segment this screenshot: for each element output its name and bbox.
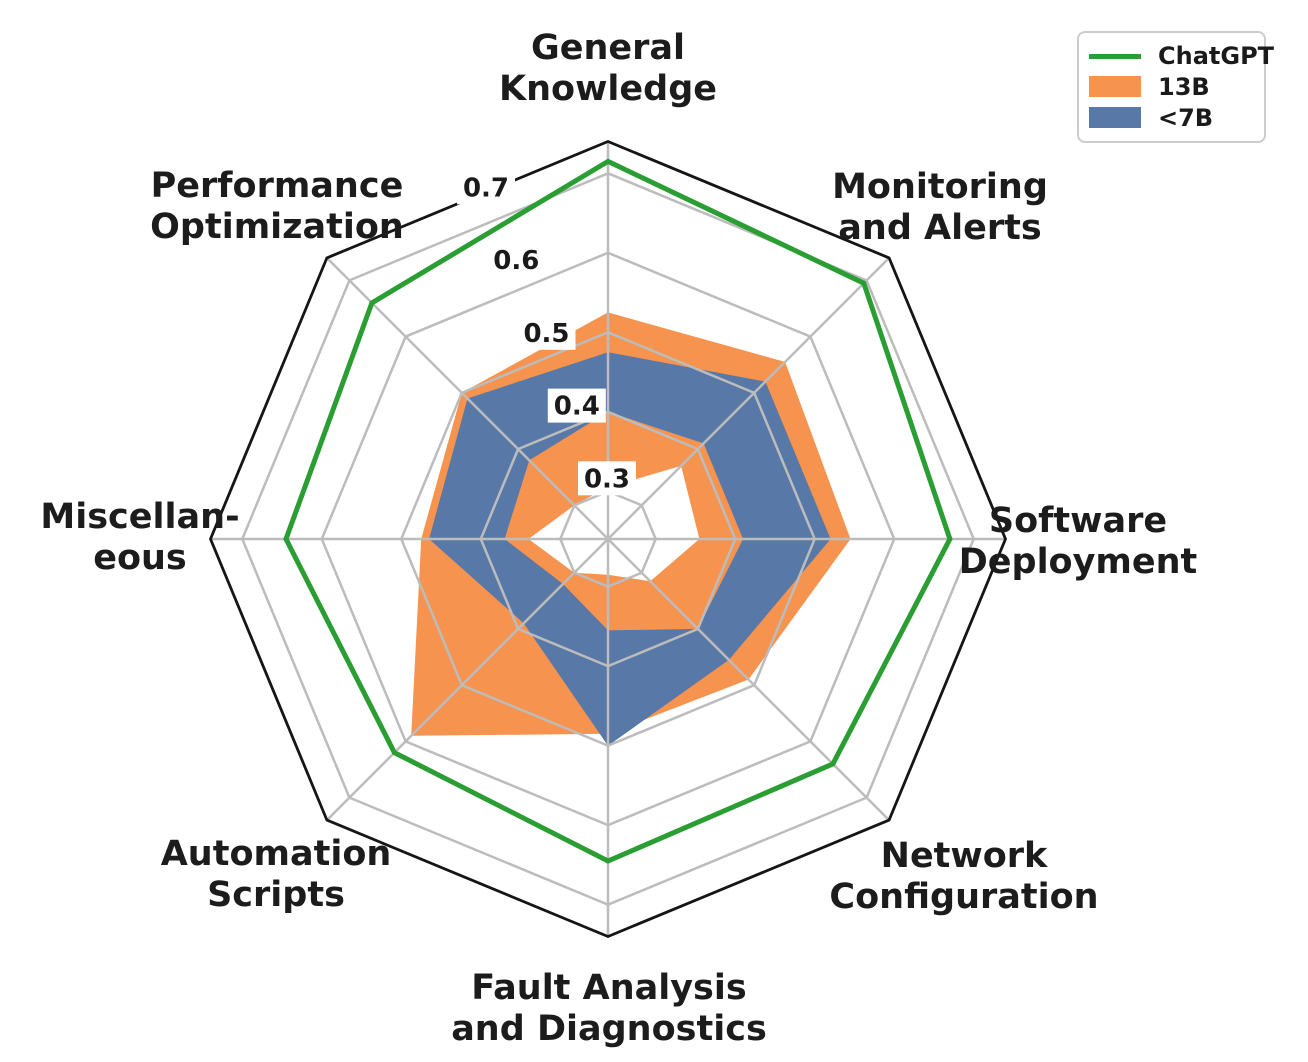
13b-patch-swatch-icon — [1089, 76, 1141, 98]
category-label-automation-scripts: Automation — [161, 834, 392, 874]
category-label-miscellaneous: Miscellan- — [40, 497, 239, 537]
polar-grid — [210, 141, 1006, 937]
category-label-general-knowledge: Knowledge — [499, 69, 717, 109]
legend-item-chatgpt: ChatGPT — [1089, 44, 1274, 68]
axis-spoke-1 — [607, 257, 890, 540]
category-label-general-knowledge: General — [531, 28, 685, 68]
axis-spoke-3 — [607, 538, 890, 821]
chart-outline — [208, 139, 1008, 939]
category-label-monitoring-and-alerts: Monitoring — [832, 167, 1048, 207]
chatgpt-line-swatch-icon — [1089, 53, 1141, 59]
tick-label-box — [487, 243, 546, 278]
tick-label-box — [578, 461, 636, 496]
legend-item-13b: 13B — [1089, 75, 1254, 99]
category-label-fault-analysis-and-diagnostics: and Diagnostics — [451, 1009, 767, 1049]
category-label-performance-optimization: Optimization — [150, 207, 404, 247]
radial-tick-0.4: 0.4 — [554, 392, 600, 422]
radial-tick-0.6: 0.6 — [493, 246, 539, 276]
series-line-chatgpt — [283, 158, 953, 864]
category-label-software-deployment: Deployment — [959, 542, 1198, 582]
tick-label-box — [517, 315, 576, 350]
legend-item-7b: <7B — [1089, 106, 1254, 130]
category-label-network-configuration: Network — [881, 836, 1048, 876]
tick-label-box — [547, 388, 606, 423]
legend: ChatGPT 13B <7B — [1077, 31, 1274, 143]
tick-label-box — [457, 170, 515, 205]
radial-tick-labels: 0.3 0.4 0.5 0.6 0.7 — [457, 170, 636, 496]
radial-tick-0.3: 0.3 — [584, 464, 630, 494]
category-label-miscellaneous: eous — [93, 538, 187, 578]
series-band-7b — [429, 352, 831, 746]
category-label-performance-optimization: Performance — [151, 166, 404, 206]
category-label-monitoring-and-alerts: and Alerts — [838, 208, 1041, 248]
radial-tick-0.7: 0.7 — [463, 173, 509, 203]
axis-spoke-5 — [326, 538, 609, 821]
legend-label-13b: 13B — [1158, 72, 1210, 101]
legend-label-7b: <7B — [1158, 103, 1214, 132]
legend-label-chatgpt: ChatGPT — [1158, 42, 1275, 71]
category-label-fault-analysis-and-diagnostics: Fault Analysis — [471, 968, 746, 1008]
category-label-network-configuration: Configuration — [829, 877, 1098, 917]
category-label-automation-scripts: Scripts — [207, 875, 345, 915]
category-label-software-deployment: Software — [989, 501, 1167, 541]
radial-tick-0.5: 0.5 — [523, 319, 569, 349]
7b-patch-swatch-icon — [1089, 107, 1141, 129]
